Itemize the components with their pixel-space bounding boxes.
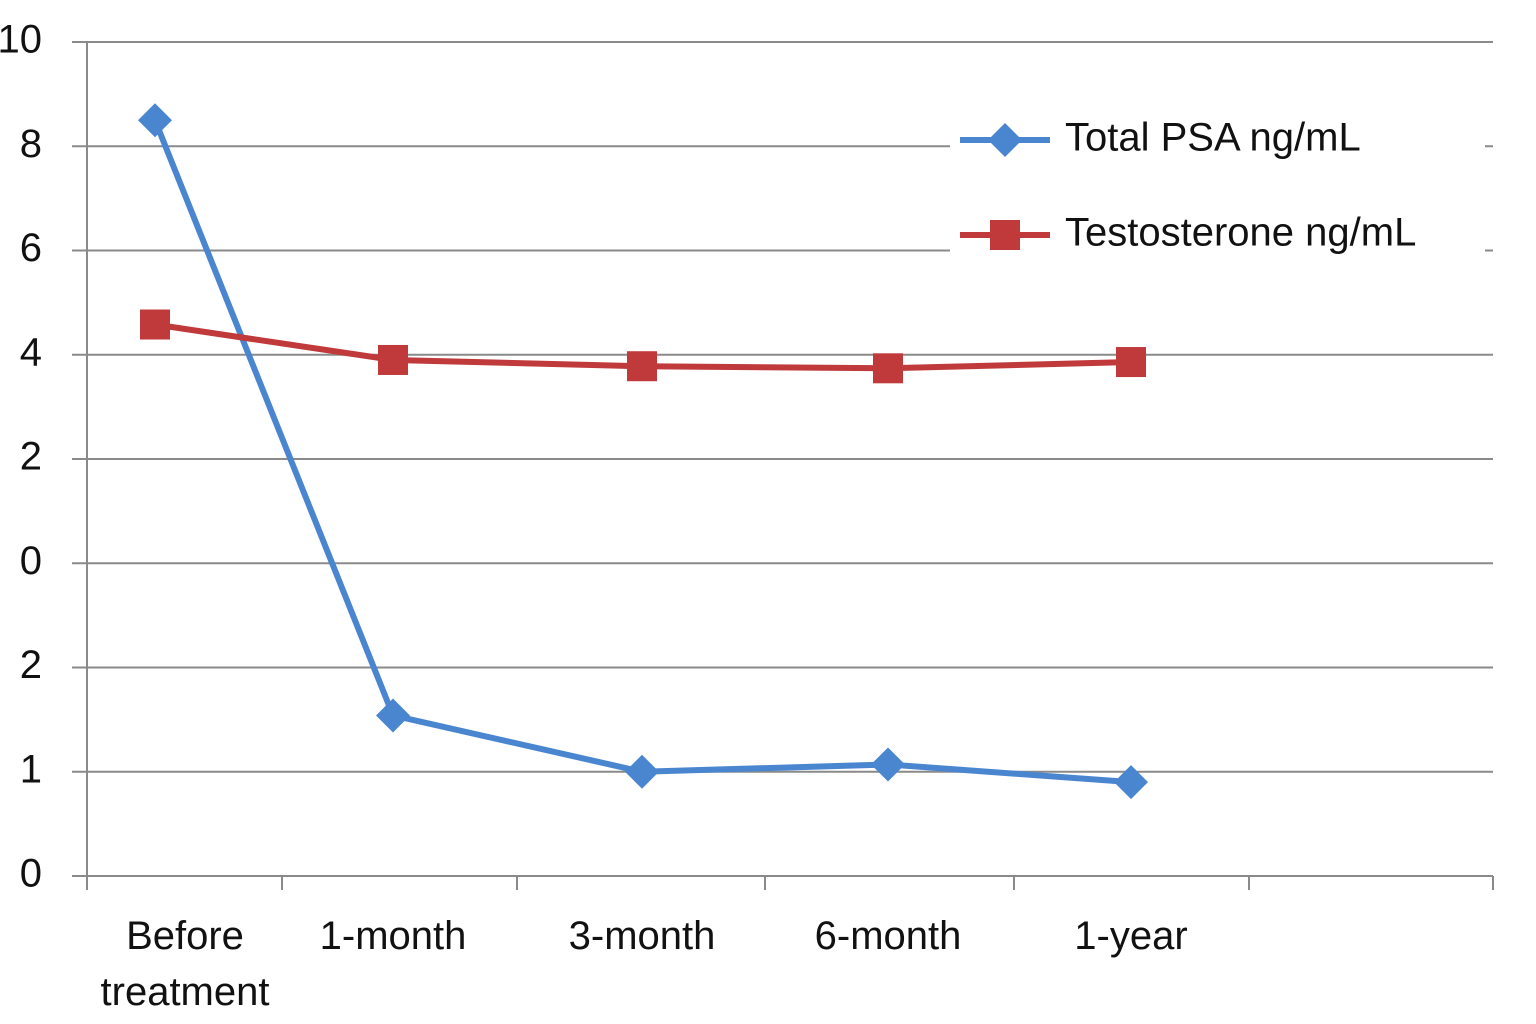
y-tick-label: 0 — [20, 539, 42, 583]
y-tick-label: 2 — [20, 435, 42, 479]
legend-label: Total PSA ng/mL — [1065, 116, 1361, 160]
y-tick-label: 8 — [20, 122, 42, 166]
x-tick-label: 3-month — [568, 914, 716, 958]
x-tick-label: 6-month — [814, 914, 962, 958]
point — [988, 123, 1022, 157]
point — [376, 698, 410, 733]
x-tick-label: Before treatment — [100, 914, 270, 1014]
y-tick-label: 10 — [0, 18, 42, 62]
point — [625, 754, 659, 789]
point — [871, 747, 905, 782]
point — [990, 220, 1020, 250]
y-tick-label: 2 — [20, 643, 42, 687]
y-tick-label: 0 — [20, 852, 42, 896]
point — [627, 351, 657, 382]
point — [378, 344, 408, 375]
x-tick-label: 1-month — [319, 914, 467, 958]
point — [1116, 347, 1146, 378]
y-tick-label: 6 — [20, 226, 42, 270]
point — [140, 309, 170, 340]
legend-box — [950, 100, 1485, 280]
legend-label: Testosterone ng/mL — [1065, 211, 1416, 255]
point — [873, 353, 903, 384]
y-tick-label: 1 — [20, 747, 42, 791]
y-tick-label: 4 — [20, 330, 42, 374]
x-tick-label: 1-year — [1074, 914, 1188, 958]
point — [1114, 765, 1148, 800]
point — [138, 103, 172, 138]
